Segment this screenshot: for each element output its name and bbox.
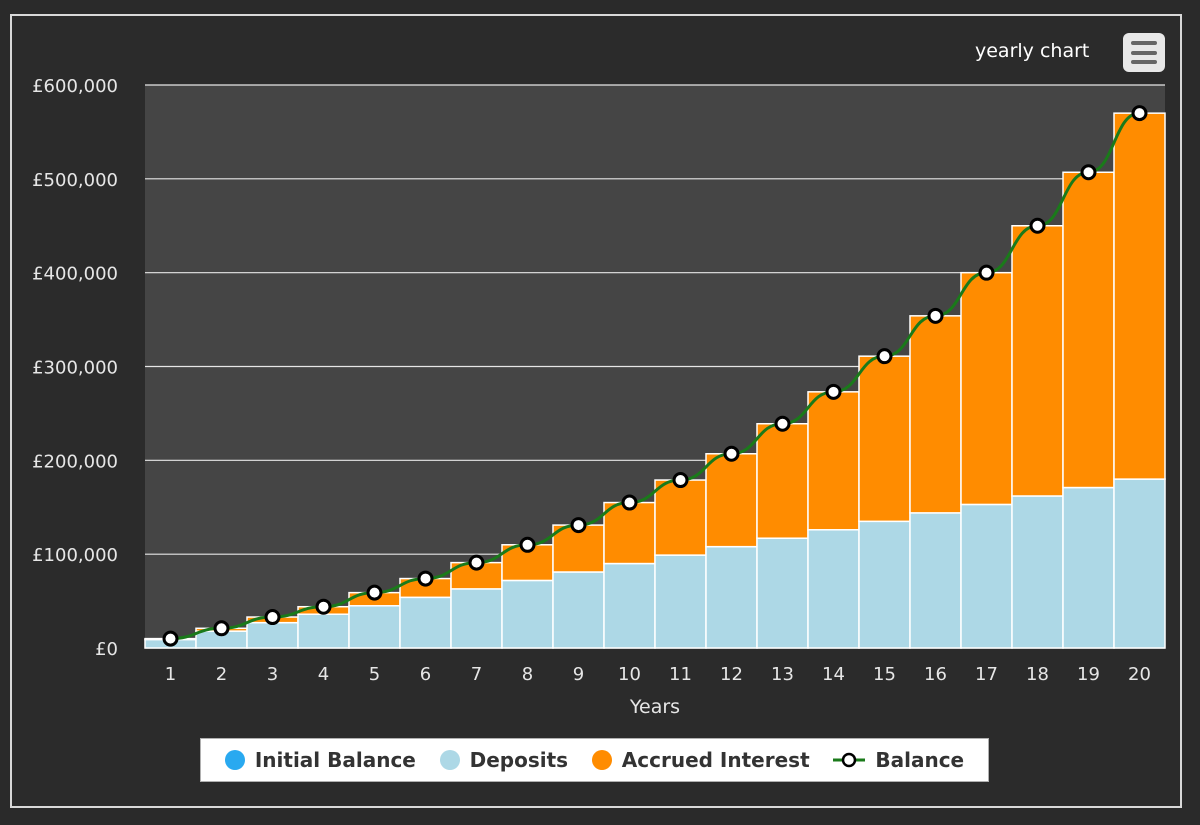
bar-deposits [756,537,809,649]
bar-accrued-interest [705,453,758,548]
balance-point [723,445,740,462]
x-tick-label: 9 [573,664,584,685]
balance-point [264,609,281,626]
x-tick-label: 8 [522,664,533,685]
y-tick-label: £0 [95,639,118,660]
balance-line-marker-icon [833,752,866,768]
x-tick-label: 18 [1026,664,1049,685]
x-tick-label: 12 [720,664,743,685]
x-tick-label: 20 [1128,664,1151,685]
x-tick-label: 17 [975,664,998,685]
x-tick-label: 16 [924,664,947,685]
chart-svg: £0 £100,000 £200,000 £300,000 £400,000 £500,0… [32,76,1166,718]
menu-bar [1131,50,1157,55]
bar-deposits [807,529,860,649]
balance-point [876,348,893,365]
bar-deposits [960,503,1013,649]
bar-accrued-interest [603,501,656,565]
y-tick-label: £500,000 [32,170,118,191]
bar-accrued-interest [858,355,911,523]
balance-point [468,554,485,571]
balance-point [927,307,944,324]
legend-label: Accrued Interest [621,748,810,772]
bar-accrued-interest [807,391,860,531]
bar-accrued-interest [1062,171,1115,489]
bar-accrued-interest [1011,225,1064,497]
x-tick-label: 13 [771,664,794,685]
legend-label: Balance [875,748,965,772]
balance-point [315,598,332,615]
chart-title: yearly chart [975,40,1090,62]
x-tick-label: 6 [420,664,431,685]
balance-point [213,620,230,637]
bar-accrued-interest [960,271,1013,506]
bar-deposits [909,512,962,649]
menu-bar [1131,60,1157,64]
x-tick-label: 11 [669,664,692,685]
bar-deposits [1011,495,1064,649]
bar-deposits [654,554,707,649]
x-axis-label: Years [629,696,680,718]
bar-deposits [1113,478,1166,649]
balance-point [162,630,179,647]
balance-point [570,517,587,534]
bar-deposits [858,520,911,649]
x-tick-label: 4 [318,664,329,685]
balance-point [978,264,995,281]
balance-point [825,383,842,400]
legend-item-deposits[interactable]: Deposits [439,748,569,772]
balance-point [621,494,638,511]
bar-accrued-interest [909,315,962,514]
bar-accrued-interest [654,479,707,556]
y-tick-label: £600,000 [32,76,118,97]
x-tick-label: 1 [165,664,176,685]
bar-deposits [603,562,656,649]
bar-deposits [297,613,350,649]
menu-bar [1131,41,1157,45]
bar-deposits [246,621,299,649]
deposits-dot-icon [439,750,460,770]
x-tick-label: 15 [873,664,896,685]
x-tick-label: 5 [369,664,380,685]
x-tick-label: 14 [822,664,845,685]
legend-item-balance[interactable]: Balance [833,748,964,772]
bar-deposits [348,605,401,649]
bar-accrued-interest [756,422,809,539]
y-tick-label: £300,000 [32,358,118,379]
bar-deposits [552,571,605,649]
y-tick-label: £100,000 [32,545,118,566]
x-tick-label: 2 [216,664,227,685]
legend-item-initial-balance[interactable]: Initial Balance [224,748,416,772]
legend-label: Deposits [469,748,569,772]
bar-deposits [1062,486,1115,649]
bar-deposits [450,588,503,649]
x-tick-label: 19 [1077,664,1100,685]
y-tick-label: £400,000 [32,264,118,285]
legend-label: Initial Balance [254,748,416,772]
x-tick-label: 7 [471,664,482,685]
balance-point [672,472,689,489]
balance-point [366,584,383,601]
bar-deposits [501,579,554,649]
balance-point [519,536,536,553]
initial-balance-dot-icon [224,750,245,770]
balance-point [1131,105,1148,122]
legend: Initial Balance Deposits Accrued Interes… [200,738,989,782]
balance-point [774,415,791,432]
balance-point [1029,217,1046,234]
x-tick-label: 3 [267,664,278,685]
legend-item-accrued-interest[interactable]: Accrued Interest [591,748,810,772]
hamburger-menu-icon[interactable] [1123,33,1165,72]
balance-point [1080,164,1097,181]
y-tick-label: £200,000 [32,451,118,472]
bar-deposits [399,596,452,649]
balance-point [417,570,434,587]
accrued-interest-dot-icon [591,750,612,770]
bar-accrued-interest [1113,112,1166,480]
x-tick-label: 10 [618,664,641,685]
bar-deposits [705,545,758,649]
